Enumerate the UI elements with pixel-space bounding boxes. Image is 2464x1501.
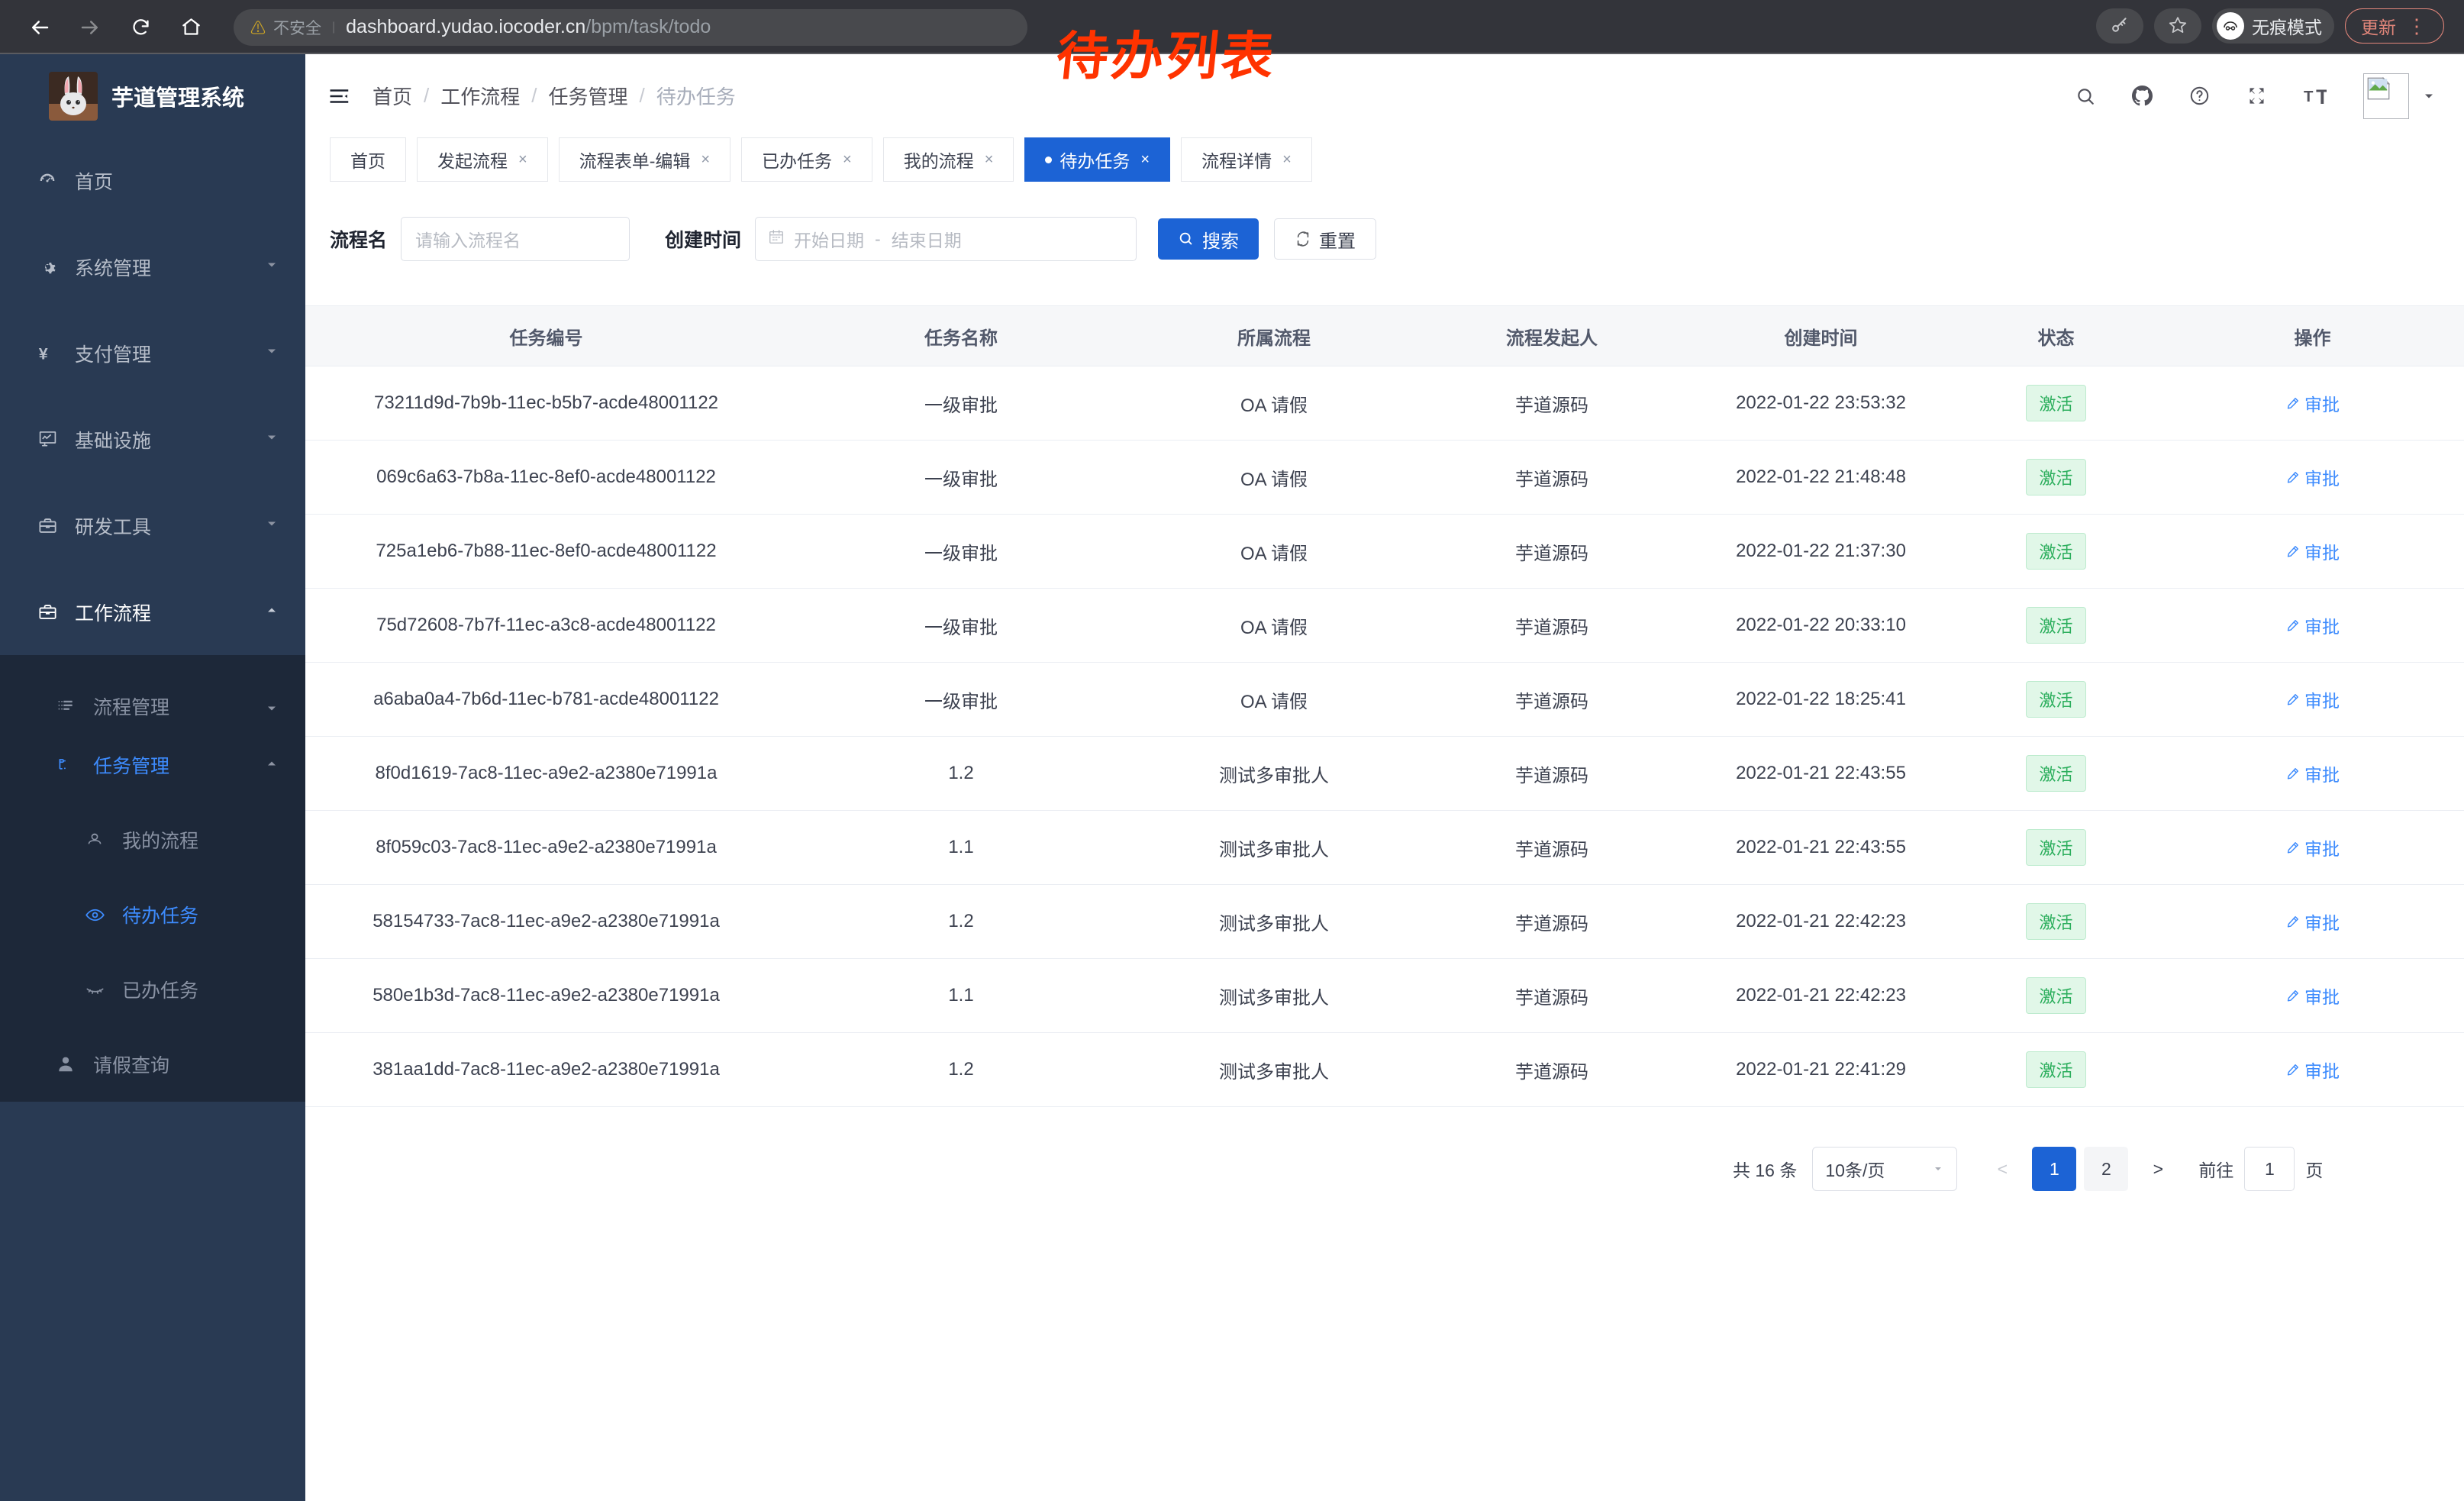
svg-text:T: T	[2316, 86, 2327, 106]
svg-text:T: T	[2304, 89, 2314, 105]
svg-text:¥: ¥	[38, 344, 47, 363]
